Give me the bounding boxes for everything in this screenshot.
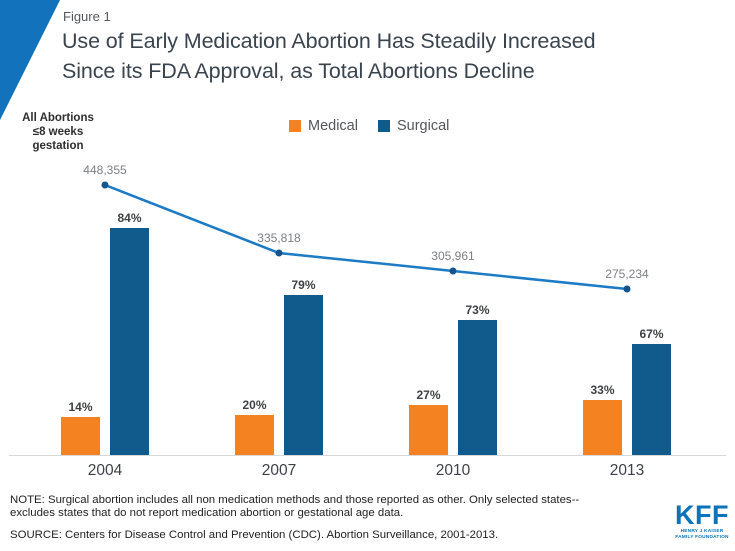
x-axis-tick-2010: 2010 [435, 462, 471, 479]
x-axis-tick-2013: 2013 [609, 462, 645, 479]
corner-accent-triangle [0, 0, 60, 120]
figure-title-line-1: Use of Early Medication Abortion Has Ste… [62, 29, 596, 53]
bar-value-label-medical-2013: 33% [590, 383, 615, 397]
trend-value-label-2004: 448,355 [83, 163, 127, 177]
trend-point-2007 [275, 249, 283, 257]
bar-value-label-medical-2007: 20% [242, 398, 267, 412]
legend-label-medical: Medical [308, 118, 358, 134]
legend-item-surgical: Surgical [377, 118, 450, 134]
kff-logo: KFF HENRY J KAISER FAMILY FOUNDATION [673, 502, 731, 540]
footnote-text: NOTE: Surgical abortion includes all non… [10, 494, 580, 520]
legend-label-surgical: Surgical [396, 118, 450, 134]
trend-point-2004 [101, 181, 109, 189]
bar-value-label-surgical-2004: 84% [117, 211, 142, 225]
x-axis-tick-2007: 2007 [261, 462, 297, 479]
bar-medical-2007 [235, 415, 274, 455]
bar-surgical-2004 [110, 228, 149, 455]
bar-value-label-medical-2010: 27% [416, 388, 441, 402]
bar-surgical-2013 [632, 344, 671, 455]
kff-logo-text: KFF [675, 500, 729, 530]
kff-logo-tagline: HENRY J KAISER FAMILY FOUNDATION [675, 529, 729, 540]
bar-medical-2010 [409, 405, 448, 455]
bar-medical-2013 [583, 400, 622, 455]
figure-title-line-2: Since its FDA Approval, as Total Abortio… [62, 59, 535, 83]
trend-value-label-2010: 305,961 [431, 249, 475, 263]
legend-swatch-medical [289, 120, 301, 132]
trend-value-label-2013: 275,234 [605, 267, 649, 281]
figure-number-label: Figure 1 [63, 9, 111, 24]
bar-surgical-2007 [284, 295, 323, 455]
legend-swatch-surgical [377, 120, 390, 132]
bar-medical-2004 [61, 417, 100, 455]
legend-item-medical: Medical [289, 118, 358, 134]
chart-legend: Medical Surgical [289, 118, 449, 134]
bar-surgical-2010 [458, 320, 497, 455]
bar-value-label-surgical-2010: 73% [465, 303, 490, 317]
bar-value-label-medical-2004: 14% [68, 400, 93, 414]
bar-value-label-surgical-2013: 67% [639, 327, 664, 341]
trend-point-2010 [449, 267, 457, 275]
figure-title: Use of Early Medication Abortion Has Ste… [62, 26, 596, 86]
x-axis-tick-2004: 2004 [87, 462, 123, 479]
x-axis-baseline [9, 455, 726, 456]
trend-point-2013 [623, 285, 631, 293]
trend-value-label-2007: 335,818 [257, 231, 301, 245]
trend-line-path [104, 183, 628, 291]
line-series-annotation: All Abortions ≤8 weeks gestation [22, 112, 94, 152]
source-text: SOURCE: Centers for Disease Control and … [10, 529, 499, 541]
bar-value-label-surgical-2007: 79% [291, 278, 316, 292]
